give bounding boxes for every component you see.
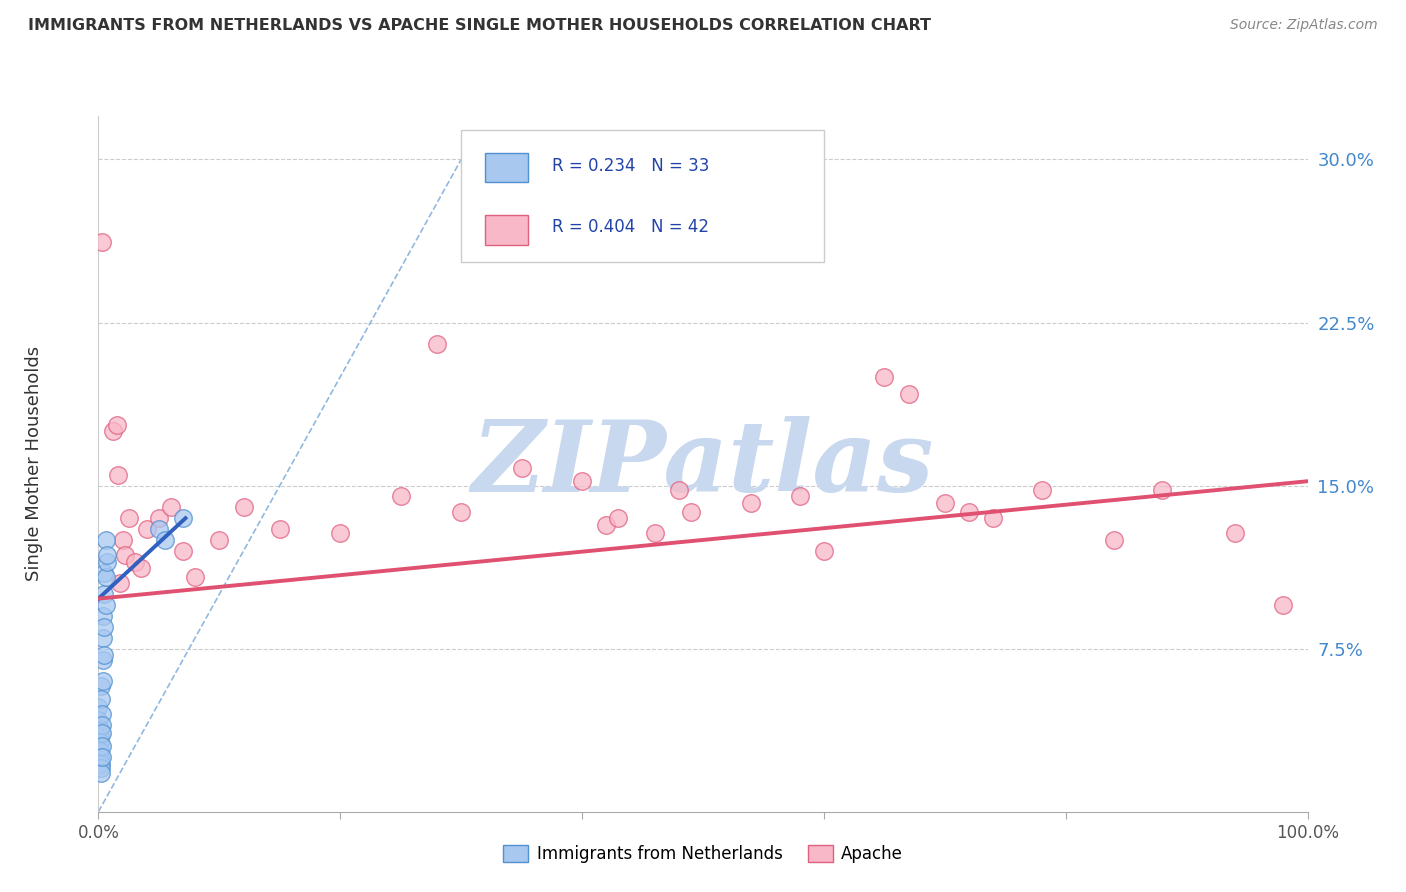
Point <box>232 500 254 515</box>
Point <box>668 483 690 497</box>
Point <box>813 544 835 558</box>
FancyBboxPatch shape <box>485 216 527 244</box>
Point <box>90 761 112 775</box>
Point <box>114 548 136 562</box>
Text: R = 0.404   N = 42: R = 0.404 N = 42 <box>551 219 709 236</box>
Point <box>740 496 762 510</box>
Point <box>91 609 114 624</box>
Point <box>93 648 115 662</box>
Point <box>91 631 114 645</box>
Point <box>873 369 896 384</box>
Point <box>1102 533 1125 547</box>
Point <box>89 722 111 736</box>
Point <box>91 652 114 666</box>
Point <box>607 511 630 525</box>
Point <box>148 511 170 525</box>
Point <box>101 424 124 438</box>
Point <box>957 505 980 519</box>
Point <box>93 587 115 601</box>
Point <box>172 544 194 558</box>
Point <box>148 522 170 536</box>
Point <box>89 744 111 758</box>
Point <box>89 729 111 743</box>
Point <box>135 522 157 536</box>
Y-axis label: Single Mother Households: Single Mother Households <box>25 346 42 582</box>
Point <box>510 461 533 475</box>
Point <box>105 417 128 432</box>
FancyBboxPatch shape <box>461 130 824 262</box>
Point <box>96 548 118 562</box>
Point <box>269 522 291 536</box>
Point <box>160 500 183 515</box>
Point <box>172 511 194 525</box>
Point <box>91 750 114 764</box>
Point <box>91 674 114 689</box>
Point <box>91 726 114 740</box>
Point <box>184 570 207 584</box>
Point <box>91 235 114 249</box>
Text: ZIPatlas: ZIPatlas <box>472 416 934 512</box>
Point <box>90 691 112 706</box>
Point <box>94 533 117 547</box>
Point <box>89 735 111 749</box>
Point <box>93 566 115 580</box>
Point <box>450 505 472 519</box>
Point <box>94 570 117 584</box>
Point <box>111 533 134 547</box>
Point <box>87 714 110 728</box>
Point <box>897 387 920 401</box>
Point <box>129 561 152 575</box>
Point <box>90 756 112 771</box>
Point <box>208 533 231 547</box>
FancyBboxPatch shape <box>485 153 527 182</box>
Point <box>94 598 117 612</box>
Point <box>118 511 141 525</box>
Point <box>789 490 811 504</box>
Point <box>595 517 617 532</box>
Point <box>1223 526 1246 541</box>
Point <box>981 511 1004 525</box>
Point <box>329 526 352 541</box>
Legend: Immigrants from Netherlands, Apache: Immigrants from Netherlands, Apache <box>496 838 910 870</box>
Point <box>89 750 111 764</box>
Point <box>108 576 131 591</box>
Text: R = 0.234   N = 33: R = 0.234 N = 33 <box>551 157 709 175</box>
Point <box>90 679 112 693</box>
Point <box>107 467 129 482</box>
Point <box>644 526 666 541</box>
Point <box>91 739 114 754</box>
Point <box>679 505 702 519</box>
Point <box>389 490 412 504</box>
Point <box>1031 483 1053 497</box>
Point <box>1152 483 1174 497</box>
Point <box>426 337 449 351</box>
Point <box>571 475 593 489</box>
Point <box>90 765 112 780</box>
Point <box>1272 598 1295 612</box>
Point <box>934 496 956 510</box>
Point <box>87 700 110 714</box>
Text: Source: ZipAtlas.com: Source: ZipAtlas.com <box>1230 18 1378 32</box>
Point <box>91 706 114 721</box>
Point <box>124 555 146 569</box>
Point <box>93 620 115 634</box>
Text: IMMIGRANTS FROM NETHERLANDS VS APACHE SINGLE MOTHER HOUSEHOLDS CORRELATION CHART: IMMIGRANTS FROM NETHERLANDS VS APACHE SI… <box>28 18 931 33</box>
Point <box>91 717 114 731</box>
Point <box>153 533 176 547</box>
Point <box>96 555 118 569</box>
